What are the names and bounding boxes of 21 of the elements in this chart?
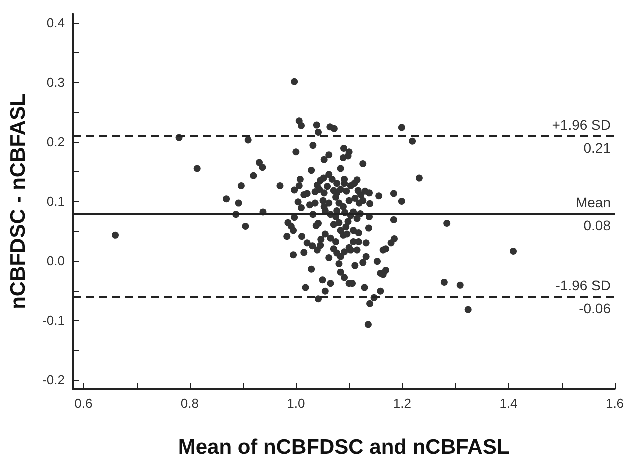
- ref-line-label: +1.96 SD: [552, 117, 611, 134]
- ref-line-label: -1.96 SD: [556, 278, 611, 294]
- annotation: -0.06: [579, 300, 612, 317]
- x-tick-label: 1.0: [287, 396, 306, 411]
- x-axis-title: Mean of nCBFDSC and nCBFASL: [178, 436, 510, 459]
- annotation: 0.08: [584, 217, 612, 234]
- y-axis-title: nCBFDSC - nCBFASL: [7, 93, 30, 310]
- annotation: 0.21: [584, 140, 612, 156]
- x-tick-label: 1.6: [606, 396, 624, 411]
- x-tick-label: 1.2: [393, 396, 412, 411]
- x-tick-label: 1.4: [500, 396, 518, 411]
- y-tick-label: -0.1: [42, 313, 65, 328]
- x-tick-label: 0.6: [74, 396, 93, 411]
- y-tick-label: 0.3: [46, 74, 65, 90]
- y-tick-label: 0.0: [46, 254, 65, 269]
- y-tick-label: 0.2: [46, 134, 65, 150]
- ref-line-label: Mean: [576, 194, 611, 210]
- y-tick-label: -0.2: [42, 372, 65, 388]
- y-tick-label: 0.1: [46, 194, 65, 209]
- x-tick-label: 0.8: [180, 396, 199, 411]
- y-tick-label: 0.4: [46, 15, 65, 30]
